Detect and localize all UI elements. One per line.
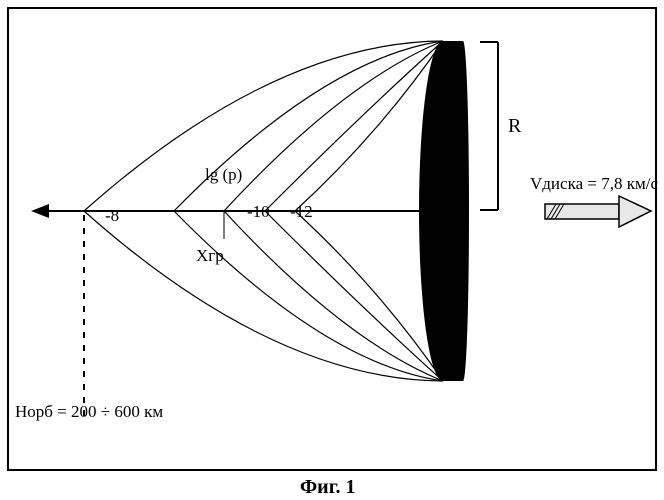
label-horb: Hорб = 200 ÷ 600 км (15, 402, 163, 422)
label-minus10: -10 (247, 202, 270, 222)
label-R: R (508, 115, 521, 138)
label-minus8: -8 (105, 206, 119, 226)
figure-caption: Фиг. 1 (300, 476, 356, 499)
label-vdisk: Vдиска = 7,8 км/с (530, 174, 658, 194)
label-minus12: -12 (290, 202, 313, 222)
label-xrp: Xгр (196, 246, 224, 266)
label-lg-p: lg (p) (205, 165, 242, 185)
diagram-svg (0, 0, 664, 500)
